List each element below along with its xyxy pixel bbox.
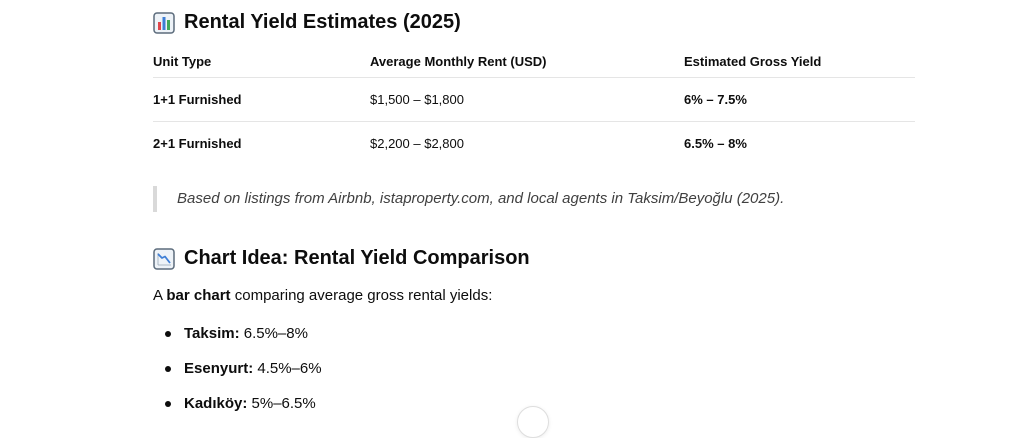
cell-gross-yield: 6.5% – 8%	[684, 136, 747, 151]
district-yield-range: 6.5%–8%	[239, 325, 308, 342]
intro-text-before: A	[153, 287, 167, 304]
district-name: Esenyurt:	[184, 360, 254, 377]
column-header-average-rent: Average Monthly Rent (USD)	[370, 45, 684, 78]
cell-unit-type: 1+1 Furnished	[153, 77, 370, 122]
bullet-dot-icon	[165, 401, 171, 407]
column-header-gross-yield: Estimated Gross Yield	[684, 45, 915, 78]
section-heading-text: Rental Yield Estimates (2025)	[184, 11, 461, 33]
scroll-down-button[interactable]	[517, 406, 549, 438]
column-header-unit-type: Unit Type	[153, 45, 370, 78]
section-heading-rental-yield: Rental Yield Estimates (2025)	[153, 11, 461, 34]
table-row: 1+1 Furnished $1,500 – $1,800 6% – 7.5%	[153, 77, 915, 122]
section-heading-text: Chart Idea: Rental Yield Comparison	[184, 247, 530, 269]
district-name: Taksim:	[184, 325, 240, 342]
district-name: Kadıköy:	[184, 395, 248, 412]
intro-text-after: comparing average gross rental yields:	[230, 287, 493, 304]
bullet-dot-icon	[165, 331, 171, 337]
district-yield-range: 5%–6.5%	[247, 395, 316, 412]
chart-decreasing-emoji-icon	[153, 247, 175, 270]
source-note-blockquote: Based on listings from Airbnb, istaprope…	[153, 186, 784, 212]
bullet-dot-icon	[165, 366, 171, 372]
list-item: Taksim: 6.5%–8%	[153, 316, 322, 351]
table-row: 2+1 Furnished $2,200 – $2,800 6.5% – 8%	[153, 122, 915, 166]
list-item: Esenyurt: 4.5%–6%	[153, 351, 322, 386]
cell-average-rent: $2,200 – $2,800	[370, 136, 464, 151]
cell-gross-yield: 6% – 7.5%	[684, 77, 915, 122]
list-item: Kadıköy: 5%–6.5%	[153, 386, 322, 421]
table-header-row: Unit Type Average Monthly Rent (USD) Est…	[153, 45, 915, 78]
chart-intro-paragraph: A bar chart comparing average gross rent…	[153, 287, 492, 304]
yield-bullet-list: Taksim: 6.5%–8% Esenyurt: 4.5%–6% Kadıkö…	[153, 316, 322, 421]
district-yield-range: 4.5%–6%	[253, 360, 322, 377]
rental-yield-table: Unit Type Average Monthly Rent (USD) Est…	[153, 45, 915, 165]
cell-unit-type: 2+1 Furnished	[153, 136, 242, 151]
cell-average-rent: $1,500 – $1,800	[370, 77, 684, 122]
section-heading-chart-idea: Chart Idea: Rental Yield Comparison	[153, 247, 530, 270]
bar-chart-emoji-icon	[153, 11, 175, 34]
intro-text-bold: bar chart	[166, 287, 231, 304]
